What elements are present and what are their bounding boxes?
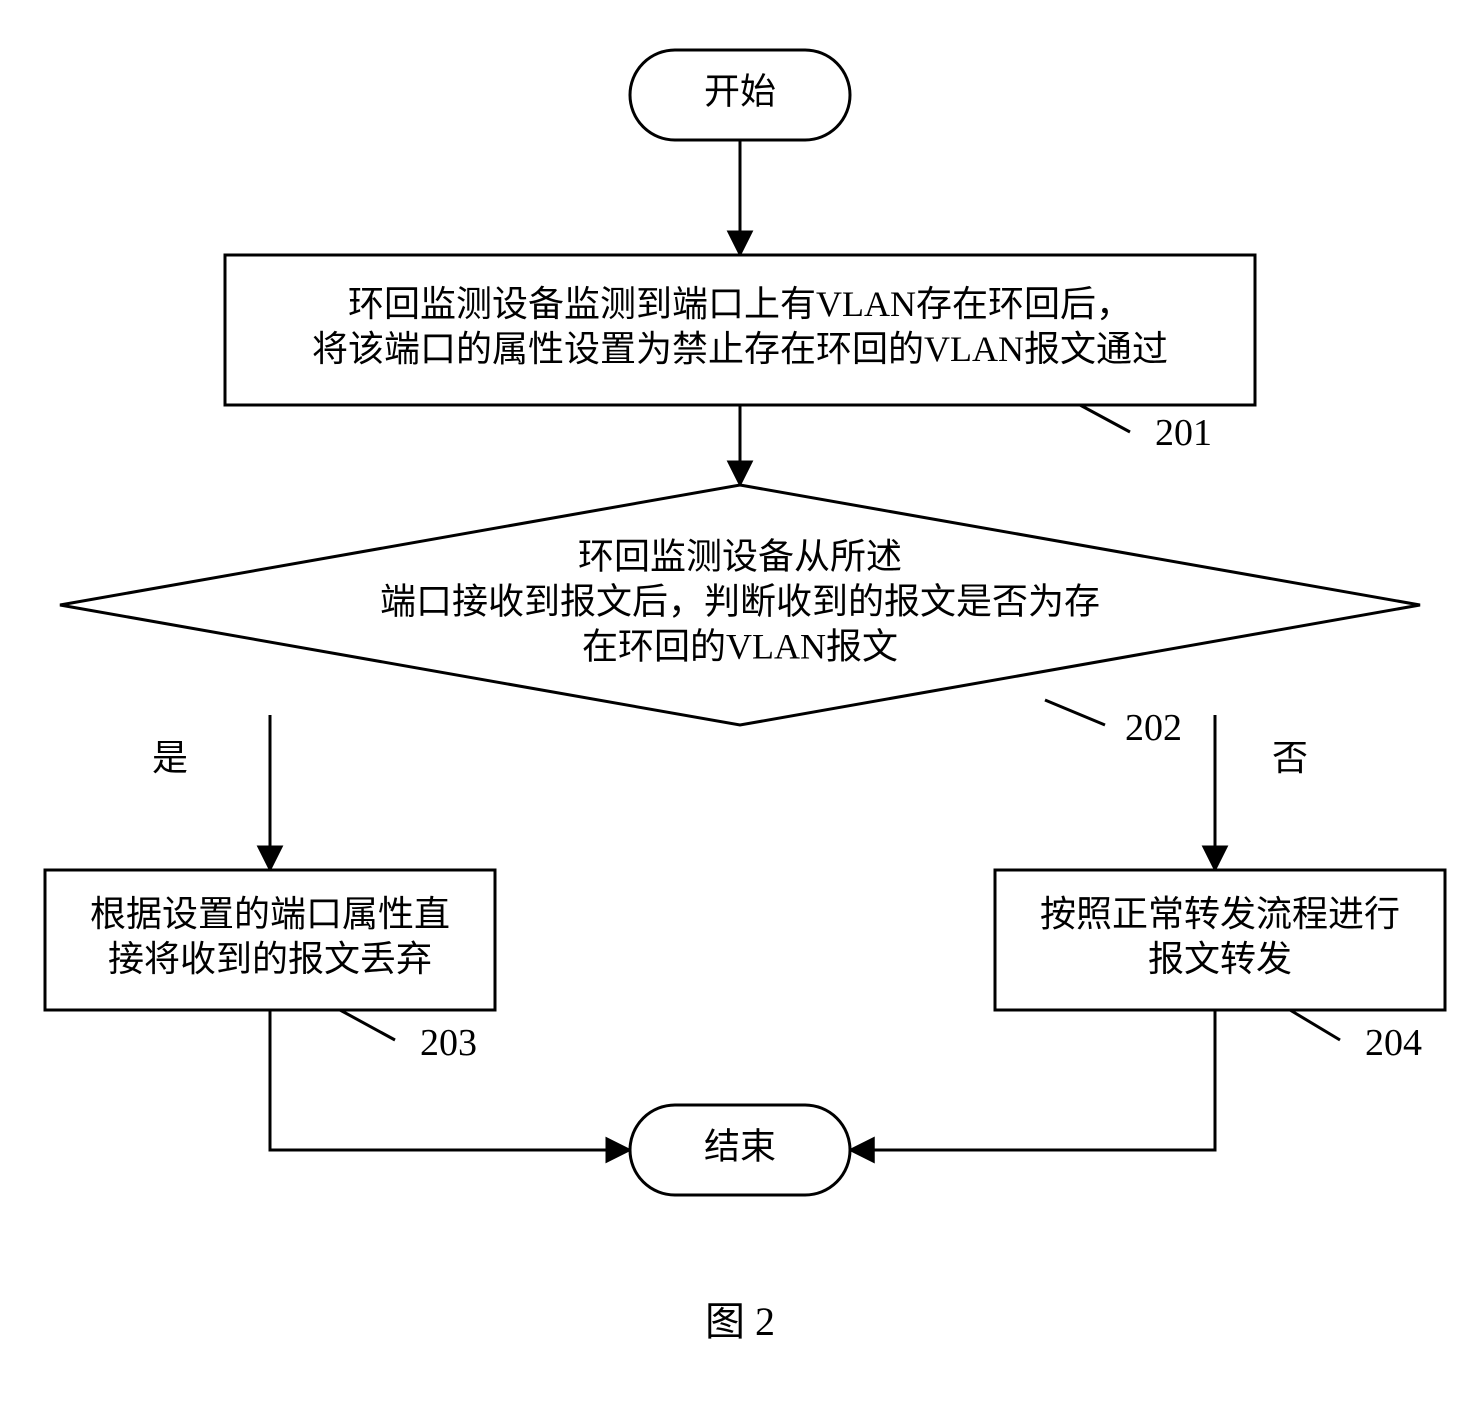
ref-label: 203 bbox=[420, 1022, 477, 1064]
node-text: 结束 bbox=[704, 1126, 776, 1166]
ref-leader bbox=[1045, 700, 1105, 725]
ref-leader bbox=[1290, 1010, 1340, 1040]
ref-label: 201 bbox=[1155, 412, 1212, 454]
node-text: 报文转发 bbox=[1148, 939, 1292, 979]
node-text: 环回监测设备从所述 bbox=[578, 536, 902, 576]
node-text: 将该端口的属性设置为禁止存在环回的VLAN报文通过 bbox=[312, 329, 1168, 369]
edge bbox=[850, 1010, 1215, 1150]
node-text: 根据设置的端口属性直 bbox=[90, 894, 450, 934]
node-text: 环回监测设备监测到端口上有VLAN存在环回后， bbox=[348, 284, 1132, 324]
ref-label: 202 bbox=[1125, 707, 1182, 749]
edge-label: 否 bbox=[1272, 738, 1308, 778]
node-text: 在环回的VLAN报文 bbox=[582, 626, 898, 666]
figure-caption: 图 2 bbox=[705, 1299, 775, 1344]
ref-leader bbox=[1080, 405, 1130, 432]
node-text: 开始 bbox=[704, 71, 776, 111]
edge-label: 是 bbox=[152, 738, 188, 778]
ref-label: 204 bbox=[1365, 1022, 1422, 1064]
node-text: 端口接收到报文后，判断收到的报文是否为存 bbox=[380, 581, 1100, 621]
ref-leader bbox=[340, 1010, 395, 1040]
node-text: 接将收到的报文丢弃 bbox=[108, 939, 432, 979]
node-text: 按照正常转发流程进行 bbox=[1040, 894, 1400, 934]
